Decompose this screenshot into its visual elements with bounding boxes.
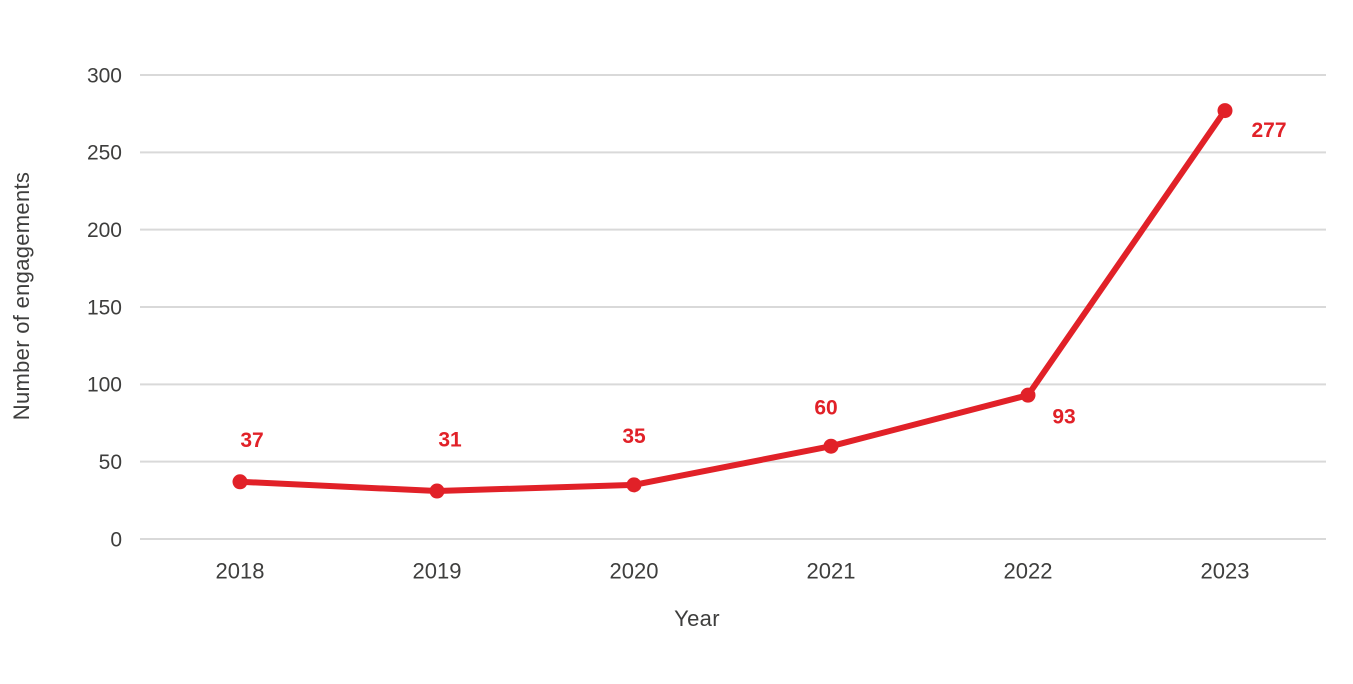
x-tick-label-2019: 2019 — [413, 559, 462, 584]
data-label-2018: 37 — [240, 429, 263, 452]
data-point-2022 — [1020, 387, 1036, 403]
x-tick-label-2023: 2023 — [1201, 559, 1250, 584]
x-tick-label-2022: 2022 — [1004, 559, 1053, 584]
x-tick-label-2020: 2020 — [610, 559, 659, 584]
y-tick-label-150: 150 — [87, 296, 122, 319]
data-label-2022: 93 — [1052, 406, 1075, 429]
x-axis-title: Year — [674, 606, 720, 631]
data-point-2021 — [823, 438, 839, 454]
data-label-2019: 31 — [438, 428, 462, 451]
x-tick-label-2018: 2018 — [216, 559, 265, 584]
y-tick-label-50: 50 — [99, 451, 122, 474]
x-tick-label-2021: 2021 — [807, 559, 856, 584]
series-line — [237, 107, 1228, 495]
data-label-2021: 60 — [814, 397, 837, 420]
y-tick-label-0: 0 — [110, 528, 122, 551]
data-point-2019 — [429, 483, 445, 499]
y-axis-title: Number of engagements — [9, 171, 34, 421]
y-tick-label-200: 200 — [87, 219, 122, 242]
data-label-2020: 35 — [622, 425, 646, 448]
data-point-2020 — [626, 477, 642, 493]
data-label-2023: 277 — [1251, 119, 1286, 142]
y-tick-label-300: 300 — [87, 64, 122, 87]
y-tick-label-250: 250 — [87, 142, 122, 165]
y-tick-label-100: 100 — [87, 374, 122, 397]
data-point-2023 — [1217, 103, 1233, 119]
data-point-2018 — [232, 474, 248, 490]
